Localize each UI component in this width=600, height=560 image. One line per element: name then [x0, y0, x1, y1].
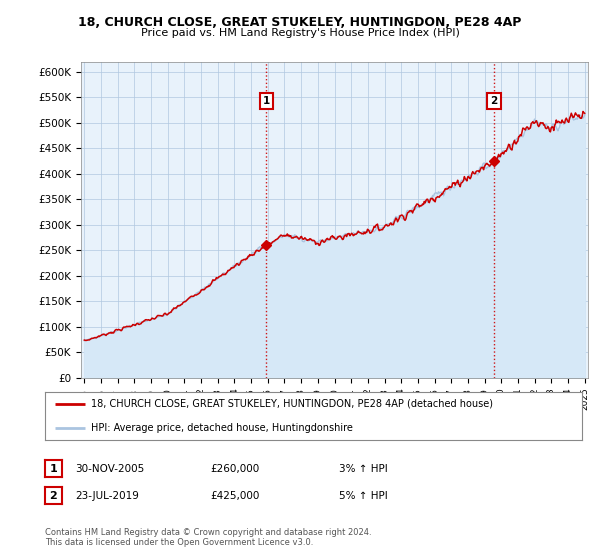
Text: £260,000: £260,000: [210, 464, 259, 474]
Text: 18, CHURCH CLOSE, GREAT STUKELEY, HUNTINGDON, PE28 4AP: 18, CHURCH CLOSE, GREAT STUKELEY, HUNTIN…: [79, 16, 521, 29]
Text: 18, CHURCH CLOSE, GREAT STUKELEY, HUNTINGDON, PE28 4AP (detached house): 18, CHURCH CLOSE, GREAT STUKELEY, HUNTIN…: [91, 399, 493, 409]
Text: 2: 2: [50, 491, 57, 501]
Text: 23-JUL-2019: 23-JUL-2019: [75, 491, 139, 501]
Text: 30-NOV-2005: 30-NOV-2005: [75, 464, 144, 474]
Text: £425,000: £425,000: [210, 491, 259, 501]
Text: 3% ↑ HPI: 3% ↑ HPI: [339, 464, 388, 474]
Text: 1: 1: [263, 96, 270, 106]
Text: 1: 1: [50, 464, 57, 474]
Text: 5% ↑ HPI: 5% ↑ HPI: [339, 491, 388, 501]
Text: Contains HM Land Registry data © Crown copyright and database right 2024.
This d: Contains HM Land Registry data © Crown c…: [45, 528, 371, 547]
Text: HPI: Average price, detached house, Huntingdonshire: HPI: Average price, detached house, Hunt…: [91, 423, 353, 433]
Text: 2: 2: [490, 96, 497, 106]
Text: Price paid vs. HM Land Registry's House Price Index (HPI): Price paid vs. HM Land Registry's House …: [140, 28, 460, 38]
